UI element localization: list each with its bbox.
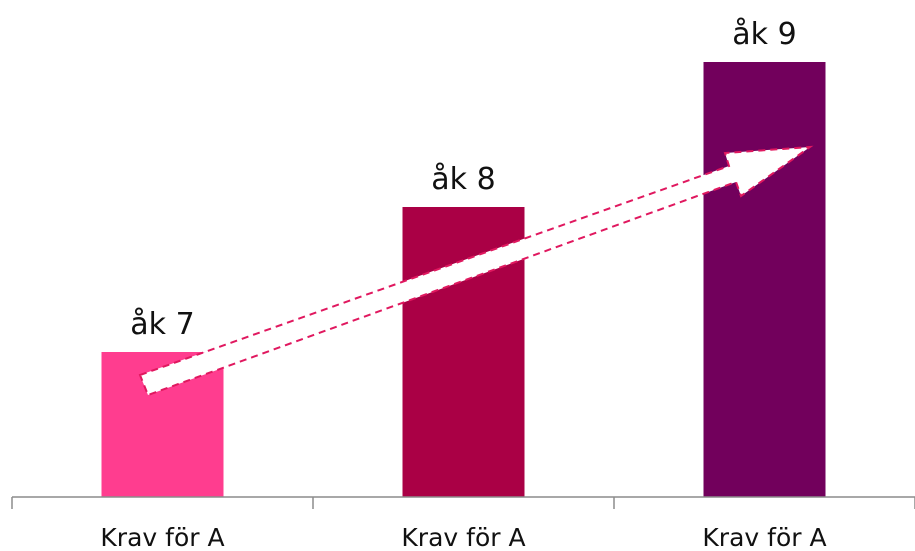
trend-arrow-annotation	[138, 145, 814, 397]
bar-3	[703, 62, 826, 497]
x-tick-label-1: Krav för A	[100, 523, 224, 551]
x-tick-label-3: Krav för A	[702, 523, 826, 551]
data-labels-group: åk 7 åk 8 åk 9	[130, 17, 796, 342]
data-label-3: åk 9	[732, 17, 796, 52]
tick-labels-group: Krav för A Krav för A Krav för A	[100, 523, 826, 551]
data-label-1: åk 7	[130, 307, 194, 342]
data-label-2: åk 8	[431, 162, 495, 197]
x-tick-label-2: Krav för A	[401, 523, 525, 551]
trend-arrow	[138, 145, 814, 397]
x-axis	[11, 496, 915, 509]
